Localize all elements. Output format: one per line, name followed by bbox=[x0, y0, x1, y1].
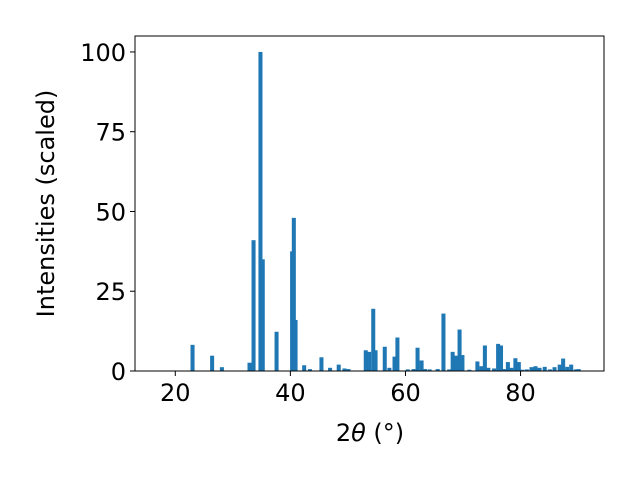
bar bbox=[392, 356, 397, 371]
bar bbox=[260, 259, 265, 371]
bar bbox=[190, 344, 195, 371]
bar bbox=[454, 355, 459, 371]
bar bbox=[513, 358, 518, 371]
x-axis: 20 40 60 80 bbox=[160, 371, 536, 407]
bar bbox=[293, 319, 298, 371]
bar bbox=[460, 355, 465, 371]
bar bbox=[467, 369, 472, 371]
bar bbox=[319, 357, 324, 371]
bar bbox=[328, 367, 333, 371]
bar bbox=[573, 369, 578, 371]
bar bbox=[486, 367, 491, 371]
bar bbox=[482, 345, 487, 371]
bar-series bbox=[190, 51, 581, 371]
y-tick-label: 0 bbox=[111, 358, 126, 386]
bar bbox=[415, 347, 420, 371]
bar bbox=[565, 366, 570, 371]
x-tick-label: 40 bbox=[275, 379, 306, 407]
bar bbox=[411, 369, 416, 371]
bar bbox=[274, 331, 279, 371]
bar bbox=[435, 369, 440, 371]
bar bbox=[547, 369, 552, 371]
bar bbox=[509, 367, 514, 371]
bar bbox=[496, 343, 501, 371]
bar bbox=[342, 368, 347, 371]
bar bbox=[219, 367, 224, 371]
y-axis: 0 25 50 75 100 bbox=[80, 39, 135, 386]
bar bbox=[346, 369, 351, 371]
bar bbox=[373, 350, 378, 371]
bar bbox=[475, 361, 480, 371]
bar bbox=[557, 364, 562, 371]
bar bbox=[542, 366, 547, 371]
bar bbox=[492, 368, 497, 371]
bar bbox=[247, 362, 252, 371]
bar bbox=[457, 329, 462, 371]
bar bbox=[302, 365, 307, 371]
y-tick-label: 50 bbox=[95, 198, 126, 226]
bar bbox=[291, 217, 296, 371]
x-tick-label: 60 bbox=[390, 379, 421, 407]
bar bbox=[367, 351, 372, 371]
bar bbox=[569, 364, 574, 371]
bar bbox=[450, 351, 455, 371]
bar bbox=[258, 51, 263, 371]
bar bbox=[537, 367, 542, 371]
bar bbox=[382, 346, 387, 371]
bar bbox=[529, 367, 534, 371]
bar bbox=[520, 369, 525, 371]
y-tick-label: 25 bbox=[95, 278, 126, 306]
bar bbox=[371, 308, 376, 371]
bar bbox=[419, 360, 424, 371]
bar bbox=[505, 362, 510, 371]
bar bbox=[561, 358, 566, 371]
bar bbox=[479, 366, 484, 371]
bar bbox=[502, 369, 507, 371]
x-tick-label: 80 bbox=[505, 379, 536, 407]
bar bbox=[307, 369, 312, 371]
bar bbox=[423, 369, 428, 371]
bar bbox=[524, 369, 529, 371]
bar bbox=[336, 364, 341, 371]
x-axis-label: 2θ (°) bbox=[336, 419, 404, 447]
y-tick-label: 75 bbox=[95, 119, 126, 147]
y-axis-label: Intensities (scaled) bbox=[32, 90, 60, 318]
x-tick-label: 20 bbox=[160, 379, 191, 407]
plot-frame bbox=[134, 35, 605, 372]
y-tick-label: 100 bbox=[80, 39, 126, 67]
bar bbox=[395, 337, 400, 371]
bar bbox=[552, 367, 557, 371]
bar bbox=[251, 240, 256, 371]
bar bbox=[516, 362, 521, 371]
bar bbox=[427, 369, 432, 371]
bar bbox=[447, 369, 452, 371]
bar bbox=[441, 313, 446, 371]
bar bbox=[576, 369, 581, 371]
bar bbox=[533, 366, 538, 371]
bar bbox=[210, 355, 215, 371]
bar bbox=[498, 345, 504, 371]
bar bbox=[405, 369, 410, 371]
bar bbox=[387, 367, 392, 371]
bar bbox=[363, 350, 368, 371]
